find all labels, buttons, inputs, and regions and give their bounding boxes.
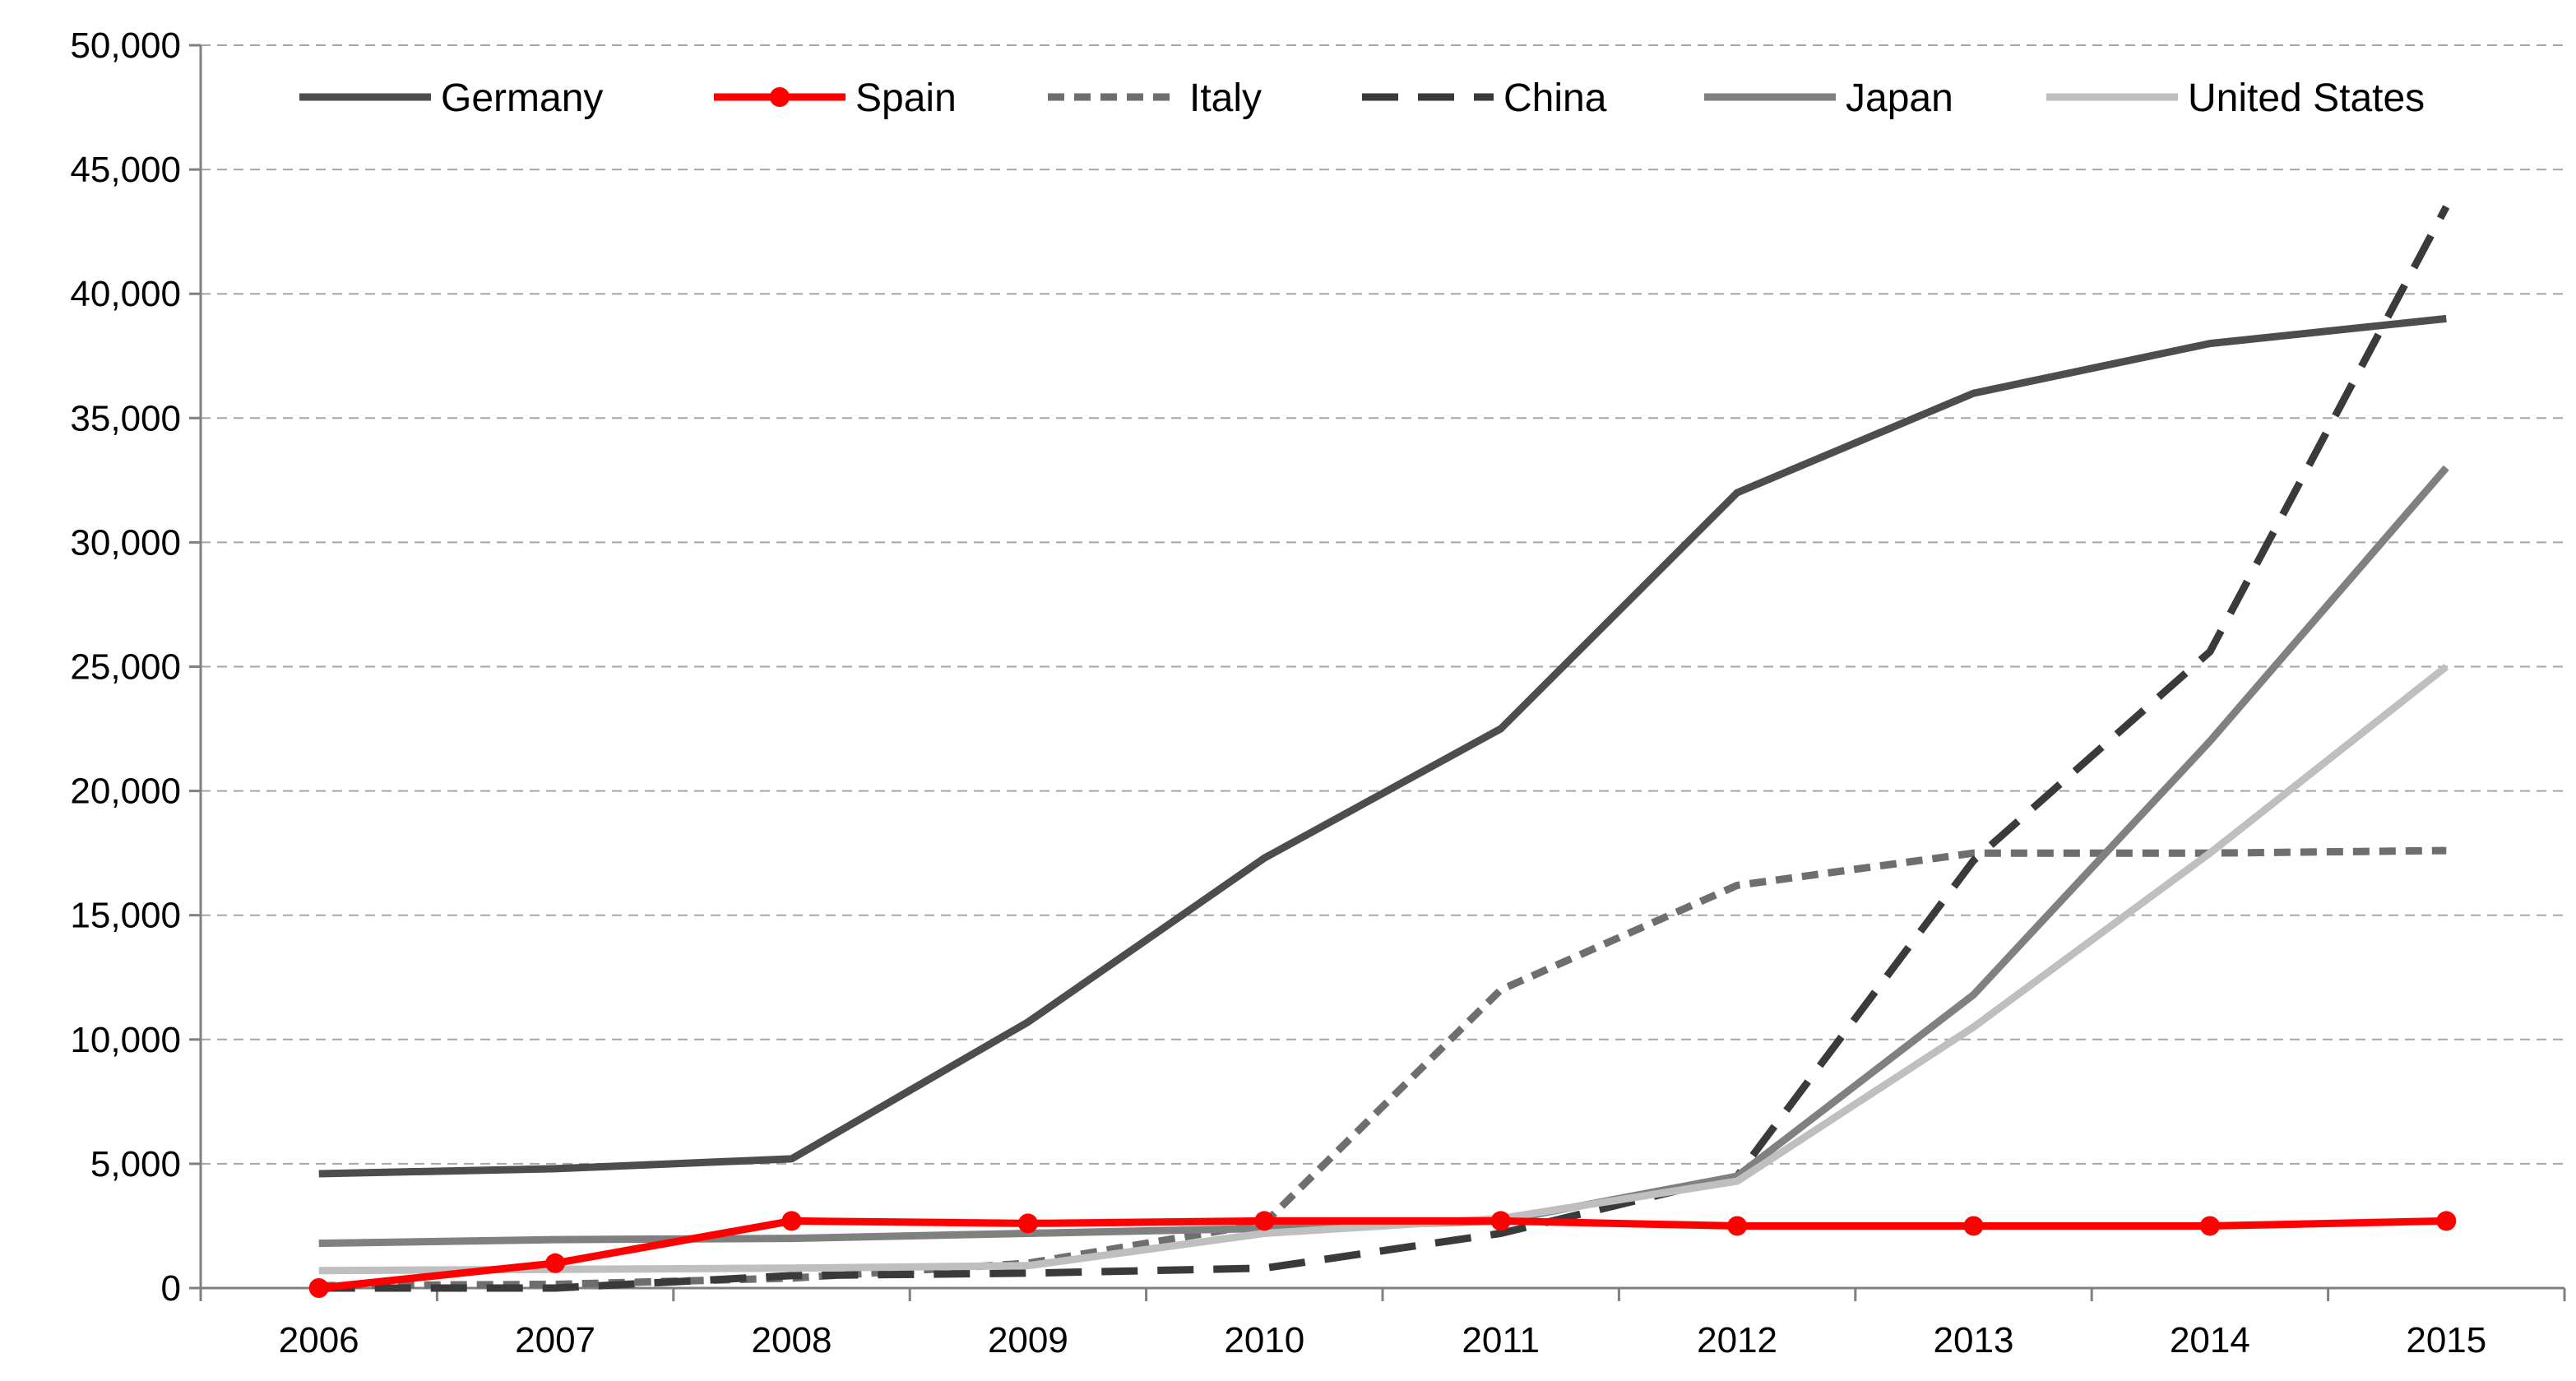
legend-label: Japan	[1846, 76, 1953, 120]
series-line-germany	[318, 314, 2447, 1178]
x-tick-label: 2015	[2406, 1320, 2486, 1360]
data-point	[1254, 1211, 1275, 1231]
x-tick-label: 2013	[1934, 1320, 2014, 1360]
legend-label: Italy	[1189, 76, 1262, 120]
data-point	[545, 1253, 566, 1273]
y-tick-label: 30,000	[70, 522, 181, 563]
y-tick-label: 25,000	[70, 647, 181, 688]
series-line-china	[318, 205, 2450, 1292]
series-line-united-states	[318, 663, 2449, 1275]
y-tick-label: 10,000	[70, 1020, 181, 1060]
x-tick-label: 2006	[279, 1320, 359, 1360]
data-point	[1727, 1216, 1748, 1236]
y-tick-label: 50,000	[70, 25, 181, 66]
data-point	[781, 1211, 802, 1231]
y-tick-label: 40,000	[70, 274, 181, 314]
legend-label: Spain	[855, 76, 957, 120]
data-point	[2436, 1211, 2457, 1231]
data-point	[2199, 1216, 2220, 1236]
x-tick-label: 2012	[1697, 1320, 1777, 1360]
x-tick-label: 2014	[2170, 1320, 2250, 1360]
x-tick-label: 2010	[1224, 1320, 1304, 1360]
x-tick-label: 2008	[752, 1320, 832, 1360]
y-tick-label: 20,000	[70, 772, 181, 812]
legend-label: China	[1503, 76, 1607, 120]
data-point	[1490, 1211, 1511, 1231]
data-point	[1963, 1216, 1984, 1236]
legend: Germany Spain Italy China Japan United States	[299, 76, 2425, 120]
y-tick-label: 15,000	[70, 896, 181, 936]
legend-label: United States	[2188, 76, 2425, 120]
y-tick-label: 35,000	[70, 398, 181, 438]
axes: 0 5,000 10,000 15,000 20,000 25,000 30,000 35,0…	[70, 25, 2566, 1360]
x-tick-label: 2009	[988, 1320, 1068, 1360]
x-tick-label: 2007	[515, 1320, 595, 1360]
x-tick-label: 2011	[1462, 1320, 1540, 1360]
series-lines	[308, 205, 2457, 1298]
gridlines	[201, 44, 2564, 1165]
data-point	[308, 1278, 329, 1298]
y-tick-label: 5,000	[90, 1144, 181, 1184]
legend-label: Germany	[441, 76, 603, 120]
legend-marker	[770, 87, 790, 107]
series-line-spain	[318, 1216, 2447, 1292]
y-tick-label: 45,000	[70, 150, 181, 190]
y-tick-label: 0	[161, 1268, 181, 1309]
data-point	[1017, 1213, 1038, 1234]
